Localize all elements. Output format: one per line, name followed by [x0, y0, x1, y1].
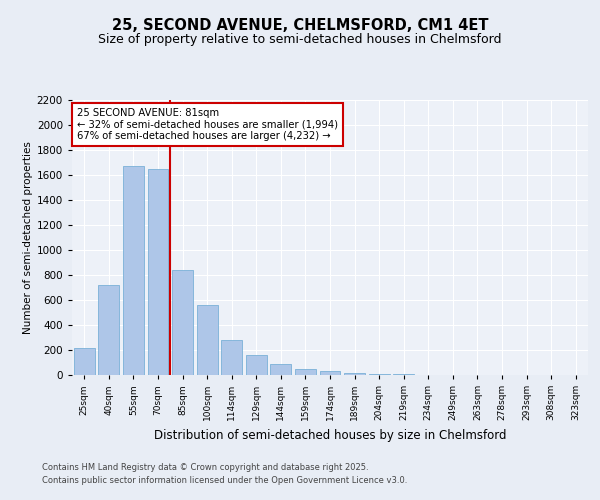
- Text: Size of property relative to semi-detached houses in Chelmsford: Size of property relative to semi-detach…: [98, 32, 502, 46]
- Text: 25 SECOND AVENUE: 81sqm
← 32% of semi-detached houses are smaller (1,994)
67% of: 25 SECOND AVENUE: 81sqm ← 32% of semi-de…: [77, 108, 338, 142]
- Bar: [148, 169, 169, 375]
- Bar: [172, 270, 193, 375]
- Bar: [393, 374, 414, 375]
- Y-axis label: Number of semi-detached properties: Number of semi-detached properties: [23, 141, 32, 334]
- Text: Contains public sector information licensed under the Open Government Licence v3: Contains public sector information licen…: [42, 476, 407, 485]
- Bar: [344, 373, 365, 375]
- Bar: [74, 348, 95, 375]
- Bar: [123, 166, 144, 375]
- X-axis label: Distribution of semi-detached houses by size in Chelmsford: Distribution of semi-detached houses by …: [154, 428, 506, 442]
- Bar: [368, 374, 389, 375]
- Bar: [197, 305, 218, 375]
- Text: 25, SECOND AVENUE, CHELMSFORD, CM1 4ET: 25, SECOND AVENUE, CHELMSFORD, CM1 4ET: [112, 18, 488, 32]
- Text: Contains HM Land Registry data © Crown copyright and database right 2025.: Contains HM Land Registry data © Crown c…: [42, 464, 368, 472]
- Bar: [98, 285, 119, 375]
- Bar: [221, 340, 242, 375]
- Bar: [246, 355, 267, 375]
- Bar: [320, 371, 340, 375]
- Bar: [295, 369, 316, 375]
- Bar: [271, 364, 292, 375]
